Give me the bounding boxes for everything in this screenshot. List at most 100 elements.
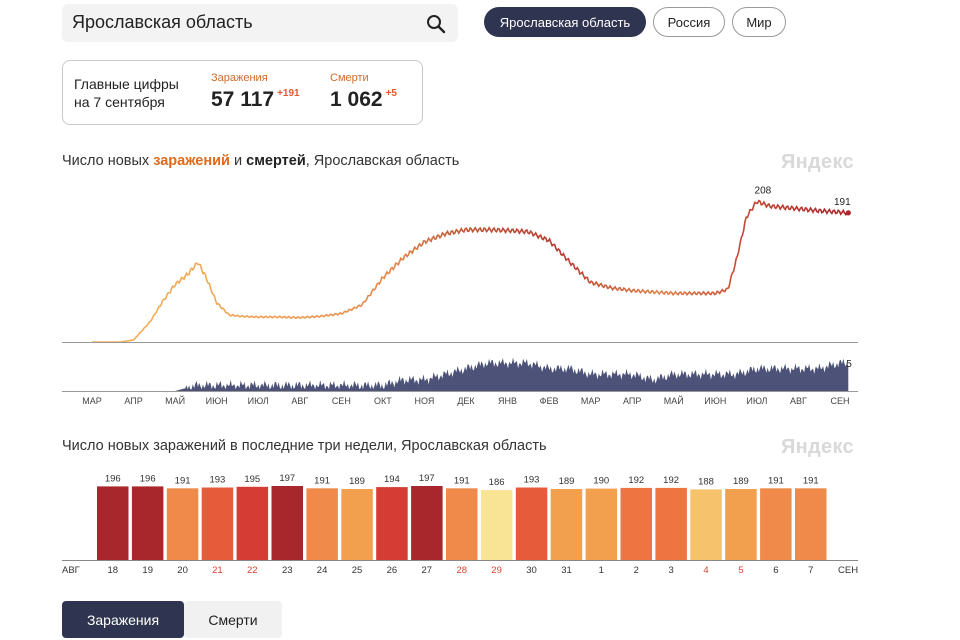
bar-value-7: 191 (803, 475, 819, 486)
region-search-input[interactable]: Ярославская область (62, 4, 458, 42)
month-tick-18: СЕН (830, 396, 849, 406)
bar-6 (760, 488, 792, 560)
last-point-marker (845, 210, 851, 216)
deaths-delta: +5 (385, 88, 397, 99)
bar-value-29: 186 (489, 477, 505, 488)
month-tick-7: ОКТ (374, 396, 392, 406)
month-tick-3: ИЮН (206, 396, 228, 406)
bar-value-30: 193 (524, 475, 540, 486)
bar-day-27: 27 (422, 565, 433, 576)
search-icon[interactable] (426, 14, 446, 34)
deaths-value: 1 062 (330, 88, 383, 111)
bar-28 (446, 488, 478, 560)
bar-day-23: 23 (282, 565, 293, 576)
summary-date: Главные цифры на 7 сентября (74, 75, 179, 111)
bar-24 (306, 488, 338, 560)
bar-value-19: 196 (140, 473, 156, 484)
chart1-title-infections: заражений (153, 153, 230, 169)
bar-value-3: 192 (663, 475, 679, 486)
bar-26 (376, 487, 408, 560)
bar-7 (795, 488, 827, 560)
bar-day-20: 20 (177, 565, 188, 576)
yandex-logo: Яндекс (781, 151, 854, 173)
bar-day-7: 7 (808, 565, 813, 576)
chart1-title-pre: Число новых (62, 153, 154, 169)
bar-value-22: 195 (244, 474, 260, 485)
bar-day-22: 22 (247, 565, 258, 576)
bar-day-5: 5 (738, 565, 743, 576)
bar-23 (271, 486, 303, 560)
bar-27 (411, 486, 443, 560)
chip-yaroslavl-region[interactable]: Ярославская область (484, 7, 646, 37)
deaths-label: Смерти (330, 72, 369, 84)
bar-day-19: 19 (142, 565, 153, 576)
chip-russia[interactable]: Россия (653, 7, 725, 37)
bar-19 (131, 486, 164, 560)
month-tick-13: АПР (623, 396, 641, 406)
bar-day-18: 18 (108, 565, 119, 576)
month-tick-9: ДЕК (457, 396, 475, 406)
bar-day-4: 4 (703, 565, 708, 576)
bar-25 (341, 489, 373, 560)
month-tick-6: СЕН (332, 396, 351, 406)
bar-value-20: 191 (175, 475, 191, 486)
month-tick-10: ЯНВ (498, 396, 517, 406)
month-tick-8: НОЯ (415, 396, 435, 406)
bar-value-4: 188 (698, 476, 714, 487)
month-tick-1: АПР (124, 396, 142, 406)
infections-line (92, 199, 849, 343)
bar-value-31: 189 (559, 476, 575, 487)
chart2-start-month: АВГ (62, 565, 80, 576)
summary-date-line1: Главные цифры (74, 76, 179, 92)
infections-value: 57 117 (211, 88, 275, 111)
bar-day-1: 1 (599, 565, 604, 576)
bar-day-26: 26 (387, 565, 398, 576)
chart1-title: Число новых заражений и смертей, Ярослав… (62, 153, 459, 169)
bar-day-2: 2 (634, 565, 639, 576)
chart2-end-month: СЕН (838, 565, 858, 576)
bar-22 (236, 486, 269, 560)
bar-value-23: 197 (279, 473, 295, 484)
chip-world[interactable]: Мир (732, 7, 786, 37)
bar-29 (480, 490, 513, 560)
month-tick-4: ИЮЛ (248, 396, 269, 406)
deaths-last-label: 5 (846, 359, 852, 370)
month-tick-14: МАЙ (664, 395, 684, 406)
bar-day-24: 24 (317, 565, 328, 576)
bar-value-26: 194 (384, 474, 400, 485)
bar-value-21: 193 (209, 475, 225, 486)
infections-label: Заражения (211, 72, 268, 84)
chart2-title: Число новых заражений в последние три не… (62, 438, 547, 454)
bar-2 (620, 487, 652, 560)
bar-30 (515, 487, 548, 560)
tab-infections[interactable]: Заражения (62, 601, 184, 638)
bar-day-6: 6 (773, 565, 778, 576)
month-tick-11: ФЕВ (540, 396, 559, 406)
yandex-logo-2: Яндекс (781, 436, 854, 458)
bar-day-28: 28 (457, 565, 468, 576)
bar-day-25: 25 (352, 565, 363, 576)
bar-value-5: 189 (733, 476, 749, 487)
bar-day-29: 29 (491, 565, 502, 576)
bar-21 (201, 487, 234, 560)
bar-value-25: 189 (349, 476, 365, 487)
bar-day-31: 31 (561, 565, 572, 576)
bar-3 (655, 487, 687, 560)
bar-day-3: 3 (668, 565, 673, 576)
bar-value-6: 191 (768, 475, 784, 486)
bar-value-1: 190 (593, 476, 609, 487)
chart1-title-post: , Ярославская область (305, 153, 460, 169)
chart1-title-mid: и (229, 153, 247, 169)
tab-deaths[interactable]: Смерти (184, 601, 282, 638)
month-tick-5: АВГ (291, 396, 308, 406)
bar-value-24: 191 (314, 475, 330, 486)
bar-4 (690, 489, 722, 560)
month-tick-0: МАР (82, 396, 102, 406)
bar-day-21: 21 (212, 565, 223, 576)
bar-value-18: 196 (105, 473, 121, 484)
deaths-area (92, 357, 849, 391)
bar-value-28: 191 (454, 475, 470, 486)
month-tick-2: МАЙ (165, 395, 185, 406)
bar-20 (166, 488, 199, 560)
